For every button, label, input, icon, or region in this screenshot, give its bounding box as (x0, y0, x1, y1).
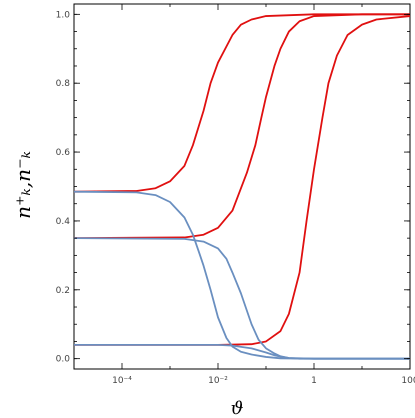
series-layer (73, 13, 411, 360)
x-tick-label: 1 (311, 376, 317, 386)
y-tick-label: 0.6 (56, 148, 71, 158)
y-tick-label: 0.2 (56, 286, 70, 296)
red-curve-2 (73, 13, 410, 240)
x-tick-label: 100 (401, 376, 415, 386)
blue-curve-5 (73, 237, 410, 360)
red-curve-1 (73, 13, 410, 193)
y-tick-label: 0.4 (56, 217, 71, 227)
x-tick-label: 10⁻⁴ (112, 376, 132, 386)
blue-curve-4 (73, 190, 410, 360)
x-axis-label: ϑ (231, 398, 244, 418)
y-axis-label: n⁺ₖ,n⁻ₖ (11, 151, 35, 219)
y-tick-label: 0.0 (56, 355, 71, 365)
y-tick-label: 0.8 (56, 79, 71, 89)
ticks-layer: 10⁻⁴ 10⁻² 1 100 0.0 0.2 0.4 0.6 0.8 1.0 (56, 4, 415, 386)
blue-curve-6 (74, 344, 410, 360)
x-tick-label: 10⁻² (208, 376, 228, 386)
red-curve-3 (74, 15, 411, 346)
y-tick-label: 1.0 (56, 10, 71, 20)
